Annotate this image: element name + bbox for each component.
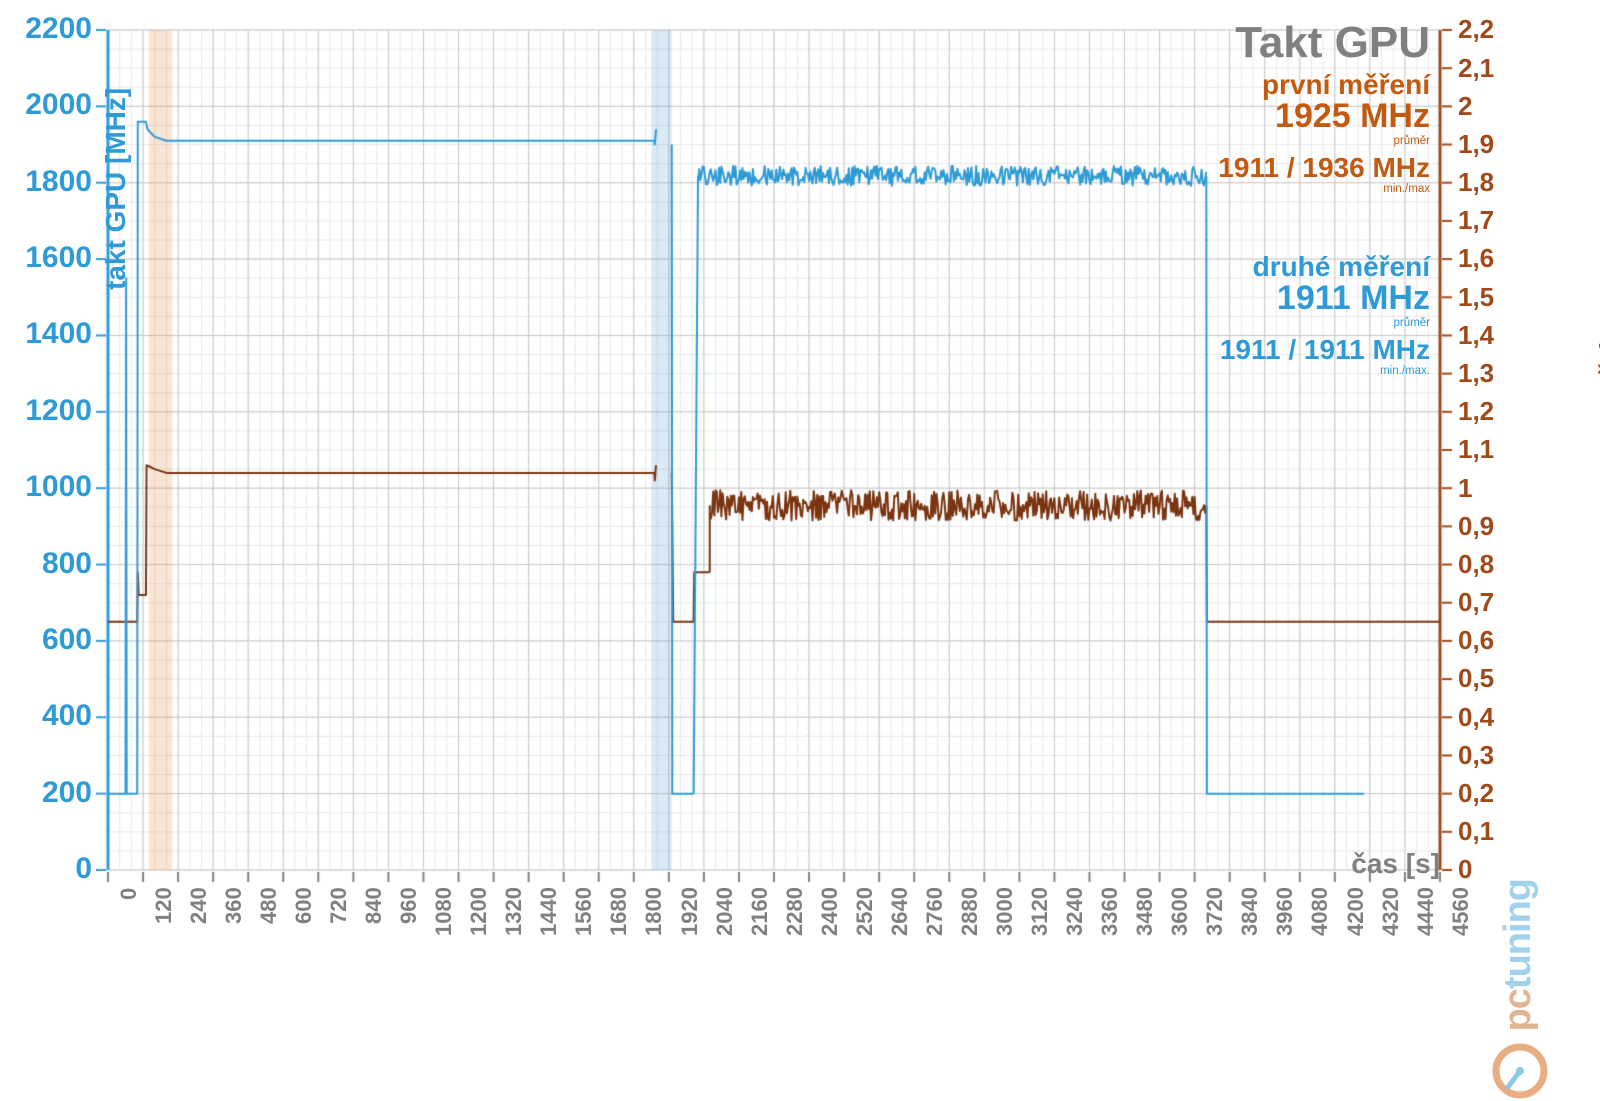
x-tick: 4560 — [1448, 887, 1474, 936]
x-tick: 2280 — [782, 887, 808, 936]
x-tick: 3600 — [1167, 887, 1193, 936]
right-tick: 2 — [1458, 91, 1472, 122]
left-tick: 2200 — [25, 12, 92, 46]
right-tick: 1 — [1458, 473, 1472, 504]
x-tick: 1920 — [677, 887, 703, 936]
x-tick: 2880 — [957, 887, 983, 936]
measurement-1-annotation: první měření 1925 MHz průměr 1911 / 1936… — [1218, 70, 1430, 195]
right-tick: 1,9 — [1458, 129, 1494, 160]
left-tick: 200 — [42, 776, 92, 810]
x-tick: 3720 — [1202, 887, 1228, 936]
logo-tuning: tuning — [1497, 879, 1539, 989]
x-tick: 120 — [151, 888, 177, 925]
x-tick: 2040 — [712, 887, 738, 936]
right-tick: 0,3 — [1458, 740, 1494, 771]
x-tick: 240 — [186, 888, 212, 925]
right-tick: 0 — [1458, 854, 1472, 885]
right-tick: 0,8 — [1458, 549, 1494, 580]
right-tick: 1,8 — [1458, 167, 1494, 198]
right-tick: 0,4 — [1458, 702, 1494, 733]
left-tick: 800 — [42, 547, 92, 581]
right-tick: 0,6 — [1458, 625, 1494, 656]
right-tick: 2,1 — [1458, 53, 1494, 84]
right-tick: 1,1 — [1458, 434, 1494, 465]
right-axis-label: Napětí GPU [V] — [1594, 344, 1600, 430]
x-tick: 3240 — [1062, 887, 1088, 936]
right-tick: 1,5 — [1458, 282, 1494, 313]
left-tick: 1800 — [25, 165, 92, 199]
x-tick: 1200 — [466, 887, 492, 936]
chart-title: Takt GPU — [1235, 18, 1430, 68]
x-tick: 1080 — [431, 887, 457, 936]
x-tick: 3840 — [1237, 887, 1263, 936]
x-tick: 3480 — [1132, 887, 1158, 936]
x-tick: 0 — [116, 888, 142, 900]
left-tick: 1000 — [25, 470, 92, 504]
x-tick: 1800 — [641, 887, 667, 936]
x-tick: 3360 — [1097, 887, 1123, 936]
right-tick: 1,6 — [1458, 243, 1494, 274]
x-tick: 3000 — [992, 887, 1018, 936]
x-tick: 4200 — [1343, 887, 1369, 936]
x-tick: 4440 — [1413, 887, 1439, 936]
x-tick: 480 — [256, 888, 282, 925]
x-tick: 2160 — [747, 887, 773, 936]
m1-range: 1911 / 1936 MHz — [1218, 153, 1430, 182]
right-tick: 2,2 — [1458, 14, 1494, 45]
x-tick: 1440 — [536, 887, 562, 936]
right-tick: 1,4 — [1458, 320, 1494, 351]
left-tick: 1600 — [25, 241, 92, 275]
right-tick: 1,3 — [1458, 358, 1494, 389]
right-tick: 0,9 — [1458, 511, 1494, 542]
m2-avg: 1911 MHz — [1220, 281, 1430, 317]
m1-avg-label: průměr — [1218, 135, 1430, 147]
measurement-2-annotation: druhé měření 1911 MHz průměr 1911 / 1911… — [1220, 252, 1430, 377]
x-tick: 2640 — [887, 887, 913, 936]
left-tick: 1400 — [25, 317, 92, 351]
x-tick: 360 — [221, 888, 247, 925]
right-tick: 0,7 — [1458, 587, 1494, 618]
x-tick: 840 — [361, 888, 387, 925]
x-tick: 600 — [291, 888, 317, 925]
x-tick: 1680 — [606, 887, 632, 936]
x-tick: 2760 — [922, 887, 948, 936]
m2-range-label: min./max. — [1220, 365, 1430, 377]
m2-heading: druhé měření — [1220, 252, 1430, 281]
left-axis-label: takt GPU [MHz] — [100, 88, 132, 290]
x-axis-label: čas [s] — [1351, 848, 1440, 880]
m1-avg: 1925 MHz — [1218, 99, 1430, 135]
logo-pc: pc — [1497, 989, 1539, 1031]
right-tick: 0,5 — [1458, 663, 1494, 694]
right-tick: 1,2 — [1458, 396, 1494, 427]
left-tick: 1200 — [25, 394, 92, 428]
left-tick: 400 — [42, 699, 92, 733]
x-tick: 1320 — [501, 887, 527, 936]
x-tick: 4080 — [1307, 887, 1333, 936]
m2-avg-label: průměr — [1220, 317, 1430, 329]
right-tick: 1,7 — [1458, 205, 1494, 236]
left-tick: 0 — [75, 852, 92, 886]
x-tick: 960 — [396, 888, 422, 925]
x-tick: 2520 — [852, 887, 878, 936]
left-tick: 600 — [42, 623, 92, 657]
x-tick: 3120 — [1027, 887, 1053, 936]
m1-range-label: min./max — [1218, 183, 1430, 195]
pctuning-logo: pctuning — [1490, 879, 1550, 1101]
m2-range: 1911 / 1911 MHz — [1220, 335, 1430, 364]
left-tick: 2000 — [25, 88, 92, 122]
x-tick: 2400 — [817, 887, 843, 936]
right-tick: 0,2 — [1458, 778, 1494, 809]
x-tick: 1560 — [571, 887, 597, 936]
m1-heading: první měření — [1218, 70, 1430, 99]
right-tick: 0,1 — [1458, 816, 1494, 847]
x-tick: 3960 — [1272, 887, 1298, 936]
x-tick: 720 — [326, 888, 352, 925]
x-tick: 4320 — [1378, 887, 1404, 936]
